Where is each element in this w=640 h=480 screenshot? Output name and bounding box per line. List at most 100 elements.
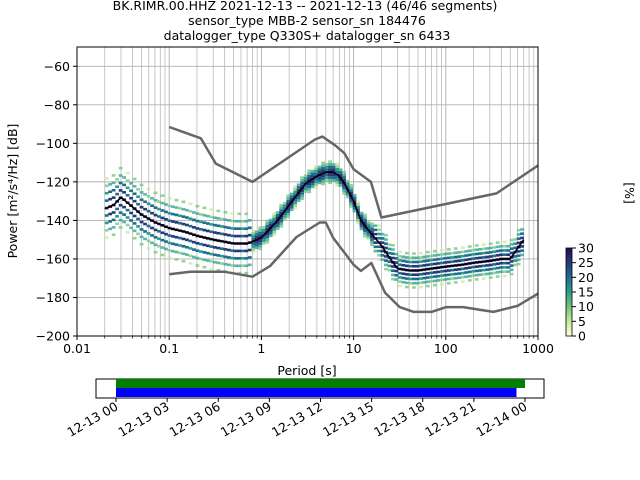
density-cell [432,249,437,253]
density-cell [282,215,287,218]
density-cell [516,254,521,257]
density-cell [495,241,500,244]
density-cell [300,194,305,198]
density-cell [443,261,448,264]
density-cell [171,235,175,238]
density-cell [206,222,210,225]
density-cell [244,212,249,216]
density-cell [391,265,395,268]
density-cell [265,238,270,241]
density-cell [321,177,326,181]
density-cell [261,236,266,240]
density-cell [279,219,284,223]
density-cell [174,243,179,246]
timeline-bar [116,379,525,388]
density-cell [188,210,193,213]
density-cell [467,266,472,269]
density-cell [136,232,140,236]
density-cell [363,234,367,238]
density-cell [251,234,256,238]
density-cell [125,171,130,175]
density-cell [436,253,441,257]
density-cell [230,234,235,238]
density-cell [247,226,252,230]
density-cell [418,256,423,259]
density-cell [439,282,444,286]
density-cell [244,257,249,260]
density-cell [422,259,427,263]
density-cell [206,251,210,255]
density-cell [261,239,266,242]
density-cell [352,207,357,210]
timeline-tick-label: 12-13 12 [269,399,325,440]
density-cell [181,215,186,218]
density-cell [492,271,497,275]
density-cell [115,177,120,181]
density-cell [321,166,326,170]
density-cell [258,229,263,232]
density-cell [230,219,235,223]
density-cell [111,181,116,185]
density-cell [226,233,231,237]
density-cell [174,206,179,209]
density-cell [401,263,406,267]
density-cell [153,228,158,232]
density-cell [363,226,367,230]
density-cell [237,219,242,223]
density-cell [495,254,500,257]
density-cell [411,277,416,281]
density-cell [439,248,444,252]
density-cell [363,232,367,235]
density-cell [509,272,514,276]
density-cell [405,251,409,255]
density-cell [453,276,458,280]
density-cell [474,278,479,281]
density-cell [240,227,245,230]
density-cell [495,262,500,266]
density-cell [495,270,500,274]
density-cell [359,222,364,225]
density-cell [202,221,207,225]
density-cell [516,262,521,266]
density-cell [233,219,238,223]
density-cell [342,170,346,174]
density-cell [247,263,252,267]
density-cell [460,254,465,258]
density-cell [328,181,332,185]
density-cell [342,189,346,192]
density-cell [342,184,346,187]
timeline-tick-label: 12-14 00 [473,399,529,440]
timeline-tick-label: 12-13 18 [371,399,427,440]
density-cell [446,273,451,277]
density-cell [384,255,388,258]
density-cell [506,253,511,256]
timeline-tick-label: 12-13 09 [218,399,274,440]
density-cell [272,230,277,234]
density-cell [188,239,193,243]
density-cell [223,262,228,266]
density-cell [460,246,465,249]
density-cell [286,194,291,198]
density-cell [300,181,305,185]
density-cell [261,242,266,245]
density-cell [265,225,270,228]
density-cell [307,177,312,181]
density-cell [328,178,332,182]
density-cell [223,233,228,236]
density-cell [195,212,200,215]
density-cell [160,194,165,197]
density-cell [122,213,127,216]
timeline-bar [116,388,517,397]
density-cell [237,212,242,216]
density-cell [164,240,168,243]
density-cell [391,269,395,273]
density-cell [108,220,113,223]
density-cell [509,247,514,250]
density-cell [122,220,127,224]
density-cell [345,190,350,194]
density-cell [342,176,346,179]
density-cell [125,231,130,234]
density-cell [439,274,444,277]
density-cell [146,232,151,235]
